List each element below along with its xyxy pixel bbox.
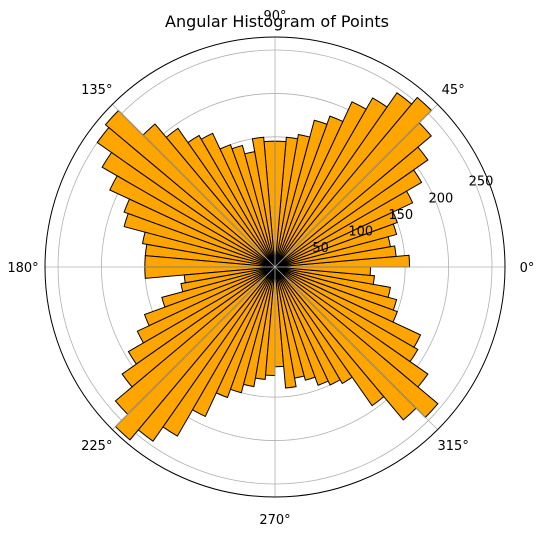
angle-tick-label-0: 0° xyxy=(520,261,535,276)
bar-bin-165 xyxy=(141,231,276,268)
angular-gridline-45 xyxy=(274,104,438,268)
bar-bin-60 xyxy=(274,101,367,268)
angular-gridline-315 xyxy=(274,266,438,430)
bar-bin-80 xyxy=(274,136,299,268)
bar-bin-240 xyxy=(191,266,276,418)
bar-bin-235 xyxy=(162,266,276,437)
bar-bin-350 xyxy=(274,266,375,285)
angle-tick-labels: 0° 45° 90° 135° 180° 225° 270° 315° xyxy=(7,9,534,528)
radial-tick-label-150: 150 xyxy=(388,208,413,223)
bar-bin-250 xyxy=(229,266,276,394)
radial-tick-label-100: 100 xyxy=(348,224,373,239)
bar-bin-255 xyxy=(242,266,276,388)
bar-bin-50 xyxy=(274,92,413,268)
bar-bin-260 xyxy=(254,266,276,380)
bar-bin-345 xyxy=(274,266,391,298)
bar-bin-335 xyxy=(274,266,398,323)
angle-tick-label-225: 225° xyxy=(81,439,112,454)
radial-tick-label-50: 50 xyxy=(312,241,329,256)
bar-bin-75 xyxy=(274,133,311,268)
bar-bin-325 xyxy=(274,266,419,363)
radial-tick-labels: 50 100 150 200 250 xyxy=(312,175,493,256)
bar-bin-160 xyxy=(123,212,276,268)
radial-tick-label-250: 250 xyxy=(469,175,494,190)
angular-gridline-225 xyxy=(112,266,276,430)
angle-tick-label-180: 180° xyxy=(7,261,38,276)
bar-bin-340 xyxy=(274,266,398,311)
bar-bin-55 xyxy=(274,97,388,268)
bar-bin-320 xyxy=(274,266,429,388)
angular-gridline-135 xyxy=(112,104,276,268)
angle-tick-label-315: 315° xyxy=(438,439,469,454)
bar-bin-70 xyxy=(274,119,328,268)
angle-tick-label-135: 135° xyxy=(81,83,112,98)
chart-title: Angular Histogram of Points xyxy=(165,12,389,31)
bar-bin-140 xyxy=(96,126,276,268)
angle-tick-label-90: 90° xyxy=(263,9,286,24)
bar-bin-145 xyxy=(101,151,276,268)
angle-tick-label-270: 270° xyxy=(259,513,290,528)
bar-bin-155 xyxy=(123,198,276,268)
radial-tick-label-200: 200 xyxy=(428,191,453,206)
bar-bin-230 xyxy=(137,266,276,442)
angular-grid-layer xyxy=(45,37,505,497)
bar-bin-330 xyxy=(274,266,422,348)
polar-frame xyxy=(44,36,506,498)
angle-tick-label-45: 45° xyxy=(442,83,465,98)
bar-bin-245 xyxy=(215,266,276,399)
bar-bin-150 xyxy=(109,175,276,268)
bar-bin-65 xyxy=(274,115,344,268)
